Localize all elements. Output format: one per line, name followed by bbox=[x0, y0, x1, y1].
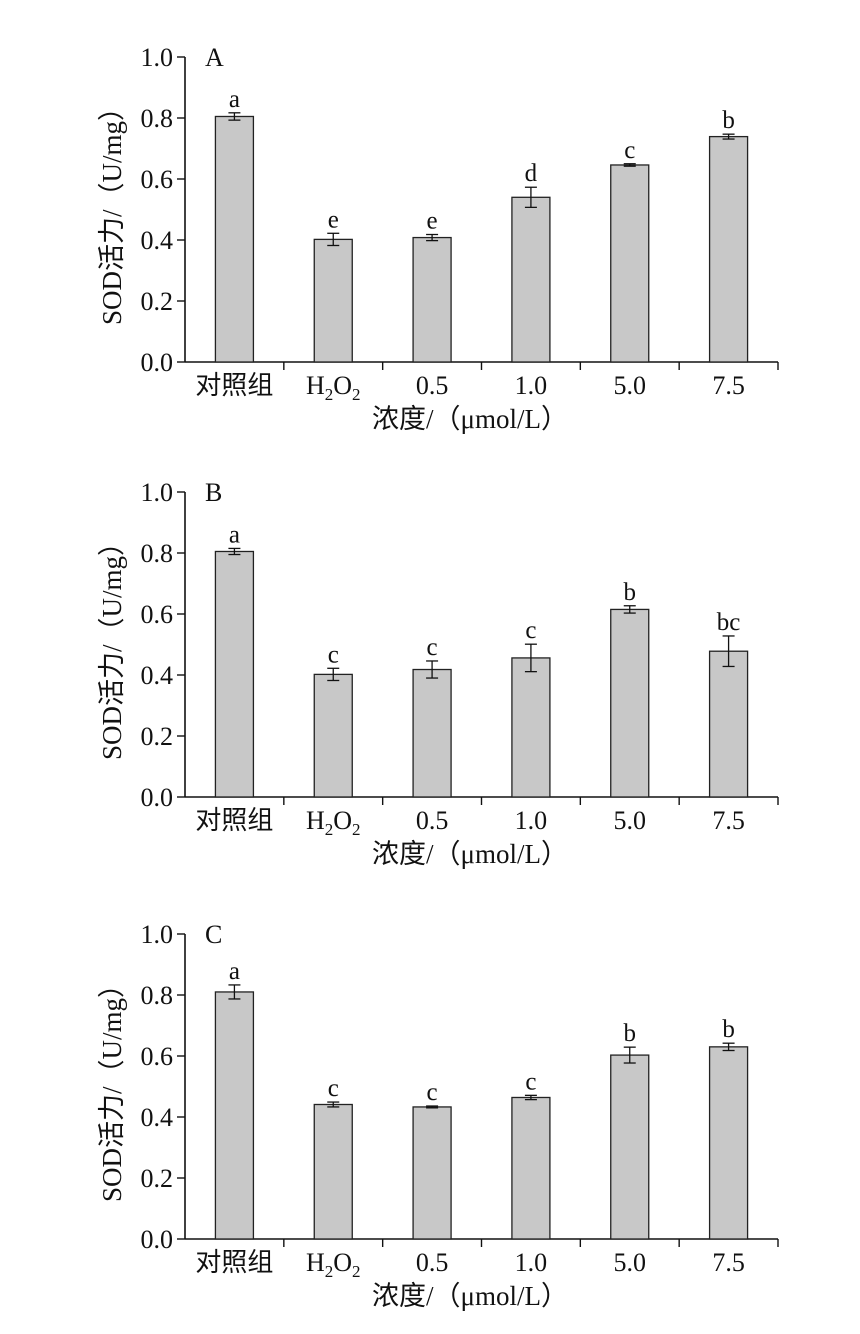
y-tick-label: 0.8 bbox=[141, 981, 174, 1010]
significance-letter: d bbox=[525, 160, 538, 187]
x-tick-label: 对照组 bbox=[195, 806, 273, 835]
panel-letter: C bbox=[205, 920, 222, 949]
x-tick-label: H2O2 bbox=[306, 1248, 361, 1281]
y-tick-label: 0.0 bbox=[141, 783, 174, 812]
x-tick-label: 0.5 bbox=[416, 371, 449, 400]
y-tick-label: 0.8 bbox=[141, 104, 174, 133]
y-tick-label: 0.2 bbox=[141, 287, 174, 316]
significance-letter: c bbox=[525, 1068, 536, 1095]
significance-letter: c bbox=[328, 641, 339, 668]
bar bbox=[214, 550, 255, 798]
bar bbox=[708, 650, 749, 798]
x-tick-label: 1.0 bbox=[515, 806, 548, 835]
x-tick-label: 0.5 bbox=[416, 1248, 449, 1277]
y-tick-label: 0.0 bbox=[141, 1225, 174, 1254]
x-tick-label: 7.5 bbox=[712, 371, 745, 400]
bar bbox=[412, 1106, 452, 1240]
x-tick-label: H2O2 bbox=[306, 806, 361, 839]
x-tick-label: H2O2 bbox=[306, 371, 361, 404]
significance-letter: b bbox=[624, 579, 637, 606]
y-tick-label: 0.6 bbox=[141, 1042, 174, 1071]
panel-letter: A bbox=[205, 43, 224, 72]
y-tick-label: 0.2 bbox=[141, 722, 174, 751]
bar bbox=[412, 668, 452, 798]
bar bbox=[511, 1096, 551, 1240]
y-axis-title: SOD活力/（U/mg） bbox=[97, 529, 127, 760]
y-tick-label: 0.8 bbox=[141, 539, 174, 568]
chart-panel-a: 0.0 0.2 0.4 0.6 0.8 1.0 a 对照组 e H2O2 e 0.5 d 1.0 c 5.0 b… bbox=[97, 43, 779, 434]
chart-panel-c: 0.0 0.2 0.4 0.6 0.8 1.0 a 对照组 c H2O2 c 0.5 c 1.0 b 5.0 b… bbox=[97, 920, 779, 1311]
y-tick-label: 0.2 bbox=[141, 1164, 174, 1193]
y-tick-label: 0.6 bbox=[141, 600, 174, 629]
x-tick-label: 对照组 bbox=[195, 371, 273, 400]
y-tick-label: 0.6 bbox=[141, 165, 174, 194]
y-axis-title: SOD活力/（U/mg） bbox=[97, 971, 127, 1202]
x-tick-label: 5.0 bbox=[614, 806, 647, 835]
significance-letter: c bbox=[525, 617, 536, 644]
significance-letter: e bbox=[328, 206, 339, 233]
bar bbox=[610, 164, 650, 363]
x-axis-title: 浓度/（μmol/L） bbox=[372, 404, 568, 434]
significance-letter: a bbox=[229, 521, 240, 548]
significance-letter: bc bbox=[717, 609, 741, 636]
significance-letter: e bbox=[427, 208, 438, 235]
bar bbox=[610, 608, 650, 798]
significance-letter: a bbox=[229, 958, 240, 985]
bar bbox=[313, 238, 353, 363]
bar bbox=[214, 115, 255, 363]
x-axis-title: 浓度/（μmol/L） bbox=[372, 839, 568, 869]
bar bbox=[214, 991, 255, 1240]
bar bbox=[313, 1103, 353, 1240]
bar bbox=[610, 1054, 650, 1240]
y-tick-label: 0.0 bbox=[141, 348, 174, 377]
bar bbox=[708, 135, 749, 363]
y-tick-label: 1.0 bbox=[141, 920, 174, 949]
x-tick-label: 0.5 bbox=[416, 806, 449, 835]
significance-letter: b bbox=[722, 1016, 735, 1043]
x-tick-label: 7.5 bbox=[712, 806, 745, 835]
significance-letter: c bbox=[328, 1075, 339, 1102]
bar bbox=[511, 196, 551, 363]
chart-panel-b: 0.0 0.2 0.4 0.6 0.8 1.0 a 对照组 c H2O2 c 0.5 c 1.0 b 5.0 b… bbox=[97, 478, 779, 869]
x-axis-title: 浓度/（μmol/L） bbox=[372, 1281, 568, 1311]
x-tick-label: 5.0 bbox=[614, 371, 647, 400]
significance-letter: c bbox=[624, 137, 635, 164]
y-tick-label: 0.4 bbox=[141, 661, 174, 690]
significance-letter: c bbox=[427, 634, 438, 661]
x-tick-label: 1.0 bbox=[515, 371, 548, 400]
significance-letter: b bbox=[624, 1020, 637, 1047]
x-tick-label: 1.0 bbox=[515, 1248, 548, 1277]
bar bbox=[708, 1046, 749, 1240]
y-tick-label: 0.4 bbox=[141, 226, 174, 255]
y-axis-title: SOD活力/（U/mg） bbox=[97, 94, 127, 325]
significance-letter: a bbox=[229, 86, 240, 113]
y-tick-label: 1.0 bbox=[141, 43, 174, 72]
x-tick-label: 7.5 bbox=[712, 1248, 745, 1277]
y-tick-label: 1.0 bbox=[141, 478, 174, 507]
bar bbox=[511, 657, 551, 798]
significance-letter: b bbox=[722, 107, 735, 134]
panel-letter: B bbox=[205, 478, 222, 507]
significance-letter: c bbox=[427, 1079, 438, 1106]
bar bbox=[412, 236, 452, 363]
x-tick-label: 5.0 bbox=[614, 1248, 647, 1277]
bar bbox=[313, 673, 353, 798]
x-tick-label: 对照组 bbox=[195, 1248, 273, 1277]
y-tick-label: 0.4 bbox=[141, 1103, 174, 1132]
